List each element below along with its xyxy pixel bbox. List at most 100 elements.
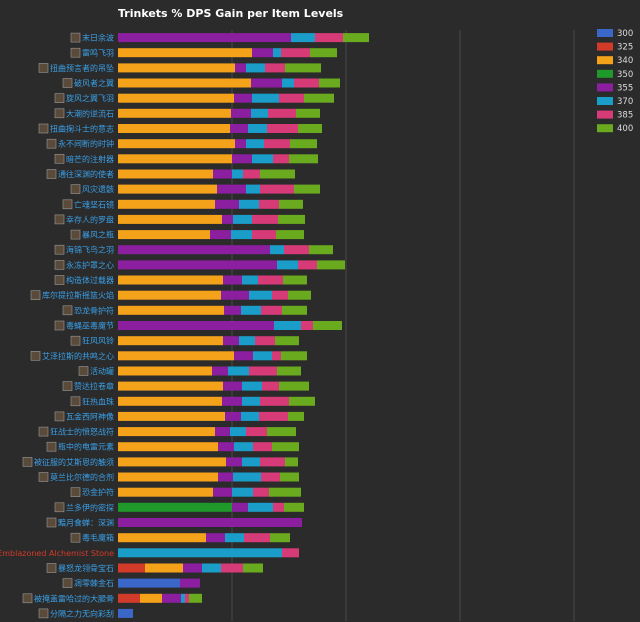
- legend: 300 325 340 350 355 370 385 400: [597, 29, 633, 134]
- bar-segment: [243, 563, 263, 573]
- bar-segment: [317, 260, 345, 270]
- bar-segment: [222, 214, 233, 224]
- bar-segment: [244, 533, 270, 543]
- bar-segment: [231, 108, 251, 118]
- item-icon: [70, 184, 81, 194]
- category-label: 瓦金西阿神像: [66, 411, 114, 421]
- item-icon: [46, 441, 57, 452]
- item-icon: [46, 169, 57, 179]
- category-label: 瓶中的电雷元素: [58, 442, 114, 452]
- category-label: 凋零棘金石: [74, 578, 114, 588]
- category-label: 狂战士的愤怒战符: [50, 427, 114, 437]
- bar-segment: [290, 139, 317, 149]
- bar-segment: [279, 93, 304, 103]
- category-label: 狂风风铃: [82, 336, 114, 346]
- category-label: 兰多伊的密探: [66, 502, 114, 512]
- bar-segment: [289, 154, 318, 164]
- bar-segment: [118, 472, 218, 482]
- bar-segment: [315, 33, 343, 43]
- bar-segment: [230, 124, 248, 133]
- bar-segment: [232, 487, 253, 497]
- bar-segment: [282, 78, 294, 88]
- category-label: 艾泽拉斯的共鸣之心: [42, 351, 114, 361]
- bar-segment: [118, 396, 222, 406]
- bar-segment: [242, 275, 258, 285]
- bar-segment: [235, 139, 246, 149]
- bar-segment: [265, 63, 285, 73]
- bar-segment: [248, 502, 273, 512]
- bar-segment: [264, 139, 290, 149]
- bar-segment: [215, 427, 230, 437]
- bar-segment: [278, 214, 305, 224]
- category-label: 亡魂坚石镜: [74, 199, 114, 209]
- bar-segment: [249, 290, 272, 300]
- bar-segment: [222, 396, 242, 406]
- legend-label: 355: [617, 83, 633, 93]
- category-label: 暗芒的注射器: [66, 154, 114, 164]
- bar-segment: [242, 457, 260, 467]
- category-label: 莫兰比尔德的合剂: [50, 472, 114, 482]
- bar-segment: [223, 275, 242, 285]
- item-icon: [70, 335, 81, 346]
- legend-swatch: [597, 97, 613, 105]
- category-label: 分隔之力无向彩刮: [50, 608, 114, 618]
- bar-segment: [241, 305, 261, 315]
- bar-segment: [118, 305, 224, 315]
- bar-segment: [260, 184, 294, 194]
- legend-label: 300: [617, 29, 633, 39]
- bar-segment: [252, 93, 279, 103]
- item-icon: [38, 472, 49, 482]
- bar-segment: [301, 321, 313, 330]
- bar-segment: [118, 487, 213, 497]
- bar-segment: [291, 33, 315, 43]
- bar-segment: [241, 411, 259, 421]
- bar-segment: [281, 351, 307, 361]
- bar-segment: [233, 472, 261, 482]
- bar-segment: [213, 169, 232, 179]
- legend-swatch: [597, 42, 613, 51]
- bar-segment: [343, 33, 369, 43]
- bar-segment: [252, 214, 278, 224]
- category-label: 大潮的逆流石: [66, 108, 114, 118]
- item-icon: [54, 260, 65, 270]
- item-icon: [38, 426, 49, 437]
- bar-segment: [118, 366, 212, 376]
- category-label: 暴怒龙翎骨宝石: [58, 563, 114, 573]
- bar-segment: [262, 381, 279, 391]
- bar-segment: [309, 245, 333, 255]
- bar-segment: [228, 366, 249, 376]
- bar-segment: [294, 184, 320, 194]
- bar-segment: [294, 78, 319, 88]
- item-icon: [46, 517, 57, 528]
- item-icon: [54, 275, 65, 285]
- bar-segment: [118, 245, 270, 255]
- category-label: 雷鸣飞羽: [82, 48, 114, 58]
- bar-segment: [235, 63, 246, 73]
- bar-segment: [285, 457, 298, 467]
- bar-segment: [202, 563, 221, 573]
- bar-segment: [218, 472, 233, 482]
- item-icon: [54, 108, 65, 119]
- bar-segment: [273, 48, 281, 58]
- bar-segment: [226, 457, 242, 467]
- bar-segment: [243, 169, 260, 179]
- bar-segment: [255, 336, 275, 346]
- category-label: 被征服的艾斯恩的触须: [34, 457, 114, 467]
- bar-segment: [259, 199, 279, 209]
- bar-segment: [215, 199, 239, 209]
- category-label: 幸存人的罗盘: [66, 214, 114, 224]
- bar-segment: [296, 108, 320, 118]
- bar-segment: [118, 154, 232, 164]
- item-icon: [22, 593, 33, 604]
- bar-segment: [118, 427, 215, 437]
- chart-title: Trinkets % DPS Gain per Item Levels: [118, 7, 344, 20]
- bar-segment: [185, 593, 189, 603]
- legend-label: 350: [617, 70, 633, 80]
- bar-segment: [251, 78, 282, 88]
- category-label: 活动罐: [90, 366, 114, 376]
- item-icon: [62, 78, 73, 88]
- bar-segment: [118, 563, 145, 573]
- item-icon: [62, 199, 73, 210]
- bar-segment: [288, 411, 304, 421]
